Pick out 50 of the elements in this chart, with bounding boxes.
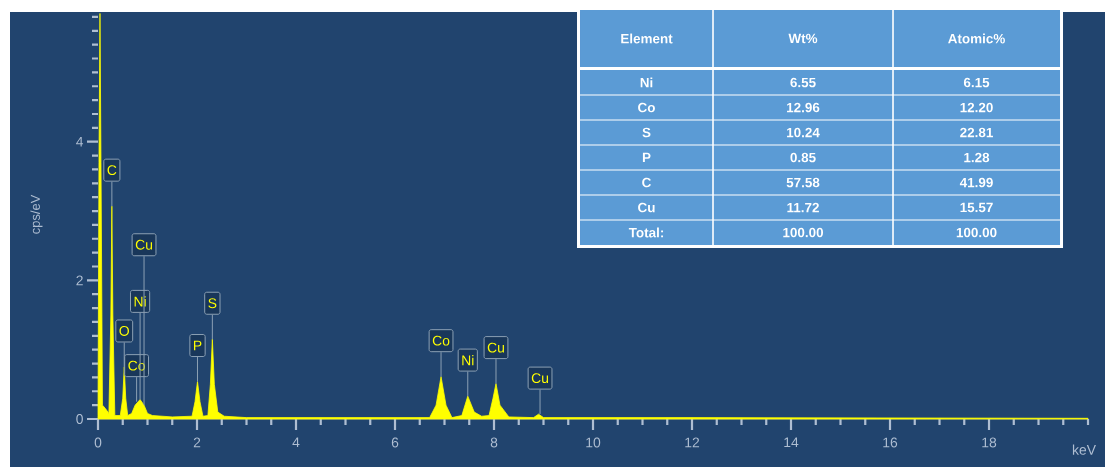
data-label: 1.28 — [964, 152, 990, 163]
y-axis-title: cps/eV — [30, 194, 43, 234]
data-label: 11.72 — [787, 202, 819, 213]
x-tick-label: 10 — [586, 437, 601, 448]
annotation: Ni — [134, 296, 146, 307]
annotation: C — [107, 165, 117, 176]
category-label: S — [642, 127, 651, 138]
annotation: P — [193, 340, 202, 351]
data-label: 6.55 — [790, 77, 816, 88]
x-tick-label: 18 — [982, 437, 997, 448]
data-label: 6.15 — [963, 77, 990, 88]
data-label: 12.20 — [960, 102, 993, 113]
text: 100.00 — [956, 227, 997, 238]
y-tick-label: 0 — [76, 414, 83, 424]
annotation: Co — [128, 360, 145, 371]
data-label: 0.85 — [790, 152, 816, 163]
y-tick-label: 4 — [76, 136, 84, 147]
annotation: S — [208, 298, 217, 309]
y-tick-label: 2 — [76, 275, 83, 286]
data-label: 12.96 — [787, 102, 820, 113]
data-label: 22.81 — [960, 127, 993, 138]
annotation: Co — [432, 335, 450, 346]
text: Element — [621, 33, 673, 44]
x-tick-label: 12 — [685, 437, 700, 448]
annotation: Total: — [628, 227, 664, 238]
annotation: Cu — [135, 239, 153, 250]
annotation: Cu — [531, 373, 549, 384]
annotation: O — [119, 326, 129, 336]
category-label: C — [642, 177, 651, 188]
text: 100.00 — [783, 227, 824, 238]
x-tick-label: 16 — [883, 437, 898, 448]
category-label: Co — [638, 102, 655, 113]
category-label: P — [642, 152, 651, 163]
annotation: Ni — [462, 355, 474, 366]
data-label: 41.99 — [959, 177, 993, 188]
category-label: Cu — [638, 202, 655, 213]
x-tick-label: 14 — [784, 437, 799, 448]
x-tick-label: 8 — [490, 437, 498, 448]
data-label: 15.57 — [960, 202, 993, 213]
data-label: 10.24 — [787, 127, 820, 138]
series-label: Wt% — [788, 33, 818, 44]
data-label: 57.58 — [786, 177, 820, 188]
series-label: Atomic% — [948, 33, 1005, 44]
x-tick-label: 2 — [193, 437, 201, 448]
x-axis-title: keV — [1072, 444, 1096, 455]
x-tick-label: 4 — [292, 437, 300, 448]
x-tick-label: 0 — [94, 437, 102, 448]
category-label: Ni — [640, 77, 653, 88]
annotation: Cu — [487, 342, 504, 353]
x-tick-label: 6 — [391, 437, 399, 448]
